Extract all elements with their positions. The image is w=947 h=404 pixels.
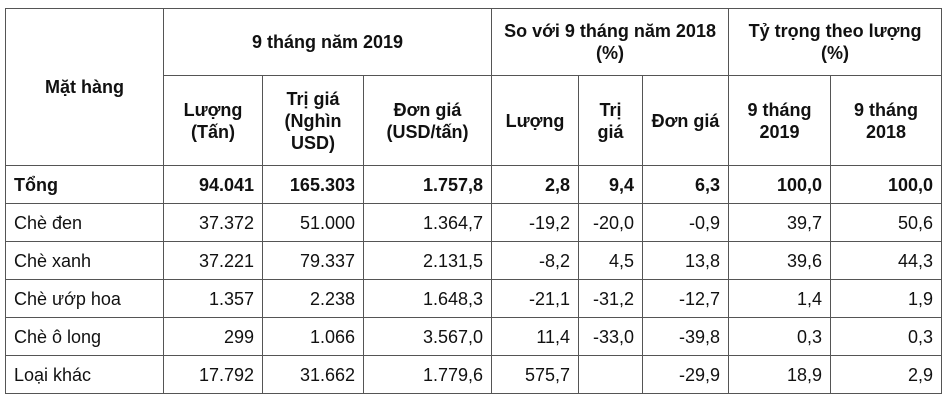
cell: 2,9 xyxy=(830,355,943,394)
cell: 39,7 xyxy=(728,203,832,242)
row-label: Loại khác xyxy=(5,355,164,394)
cell: -39,8 xyxy=(642,317,730,356)
header-cell: 9 tháng 2018 xyxy=(830,75,943,166)
cell: 13,8 xyxy=(642,241,730,280)
cell: 37.221 xyxy=(163,241,263,280)
cell: 100,0 xyxy=(830,165,943,204)
cell xyxy=(578,355,644,394)
cell: 1,9 xyxy=(830,279,943,318)
row-label: Chè xanh xyxy=(5,241,164,280)
header-cell: 9 tháng 2019 xyxy=(728,75,832,166)
table-row: Chè ướp hoa 1.357 2.238 1.648,3 -21,1 -31,2 -1… xyxy=(5,279,943,318)
header-row: Lượng (Tấn) Trị giá (Nghìn USD) Đơn giá … xyxy=(6,75,943,166)
cell: 1.364,7 xyxy=(362,203,493,242)
header-cell: Lượng (Tấn) xyxy=(163,75,263,166)
cell: 11,4 xyxy=(491,317,580,356)
header-cell: Lượng xyxy=(491,75,580,166)
cell: 2,8 xyxy=(491,165,580,204)
group-header: Tỷ trọng theo lượng (%) xyxy=(728,8,943,76)
table-row: Chè xanh 37.221 79.337 2.131,5 -8,2 4,5 13,8 39… xyxy=(5,241,943,280)
row-label: Chè ướp hoa xyxy=(5,279,164,318)
table-row: Chè đen 37.372 51.000 1.364,7 -19,2 -20,0 -0,9… xyxy=(5,203,943,242)
cell: 31.662 xyxy=(262,355,364,394)
cell: -31,2 xyxy=(578,279,644,318)
header-row: Mặt hàng 9 tháng năm 2019 So với 9 tháng… xyxy=(5,8,943,166)
header-cell: Đơn giá (USD/tấn) xyxy=(362,75,493,166)
cell: -20,0 xyxy=(578,203,644,242)
cell: -0,9 xyxy=(642,203,730,242)
group-header: So với 9 tháng năm 2018 (%) xyxy=(491,8,730,76)
cell: 18,9 xyxy=(728,355,832,394)
row-label: Chè ô long xyxy=(5,317,164,356)
cell: 0,3 xyxy=(830,317,943,356)
cell: -33,0 xyxy=(578,317,644,356)
header-cell: Đơn giá xyxy=(642,75,730,166)
cell: 17.792 xyxy=(163,355,263,394)
cell: 50,6 xyxy=(830,203,943,242)
cell: 100,0 xyxy=(728,165,832,204)
cell: -21,1 xyxy=(491,279,580,318)
cell: 299 xyxy=(163,317,263,356)
table-row: Loại khác 17.792 31.662 1.779,6 575,7 -29,9 18… xyxy=(5,355,943,394)
cell: 1.357 xyxy=(163,279,263,318)
cell: 575,7 xyxy=(491,355,580,394)
cell: 3.567,0 xyxy=(362,317,493,356)
cell: 51.000 xyxy=(262,203,364,242)
cell: 0,3 xyxy=(728,317,832,356)
table-body: Tổng 94.041 165.303 1.757,8 2,8 9,4 6,3 100,0 10… xyxy=(5,165,943,394)
cell: -29,9 xyxy=(642,355,730,394)
cell: 6,3 xyxy=(642,165,730,204)
table-row: Chè ô long 299 1.066 3.567,0 11,4 -33,0 -39,8 0… xyxy=(5,317,943,356)
cell: -19,2 xyxy=(491,203,580,242)
cell: 44,3 xyxy=(830,241,943,280)
cell: 165.303 xyxy=(262,165,364,204)
cell: 1.757,8 xyxy=(362,165,493,204)
cell: 2.238 xyxy=(262,279,364,318)
table-row: Tổng 94.041 165.303 1.757,8 2,8 9,4 6,3 100,0 10… xyxy=(5,165,943,204)
row-label: Tổng xyxy=(5,165,164,204)
cell: 1.066 xyxy=(262,317,364,356)
row-label: Chè đen xyxy=(5,203,164,242)
table-header: Mặt hàng 9 tháng năm 2019 So với 9 tháng… xyxy=(5,8,943,166)
header-cell: Mặt hàng xyxy=(5,8,164,166)
cell: 79.337 xyxy=(262,241,364,280)
cell: 1.648,3 xyxy=(362,279,493,318)
header-cell: Trị giá (Nghìn USD) xyxy=(262,75,364,166)
cell: 37.372 xyxy=(163,203,263,242)
cell: -12,7 xyxy=(642,279,730,318)
cell: -8,2 xyxy=(491,241,580,280)
header-cell: Trị giá xyxy=(578,75,644,166)
cell: 2.131,5 xyxy=(362,241,493,280)
data-table: Mặt hàng 9 tháng năm 2019 So với 9 tháng… xyxy=(5,8,943,394)
cell: 1.779,6 xyxy=(362,355,493,394)
cell: 4,5 xyxy=(578,241,644,280)
cell: 9,4 xyxy=(578,165,644,204)
cell: 39,6 xyxy=(728,241,832,280)
group-header: 9 tháng năm 2019 xyxy=(162,8,493,76)
cell: 94.041 xyxy=(163,165,263,204)
cell: 1,4 xyxy=(728,279,832,318)
